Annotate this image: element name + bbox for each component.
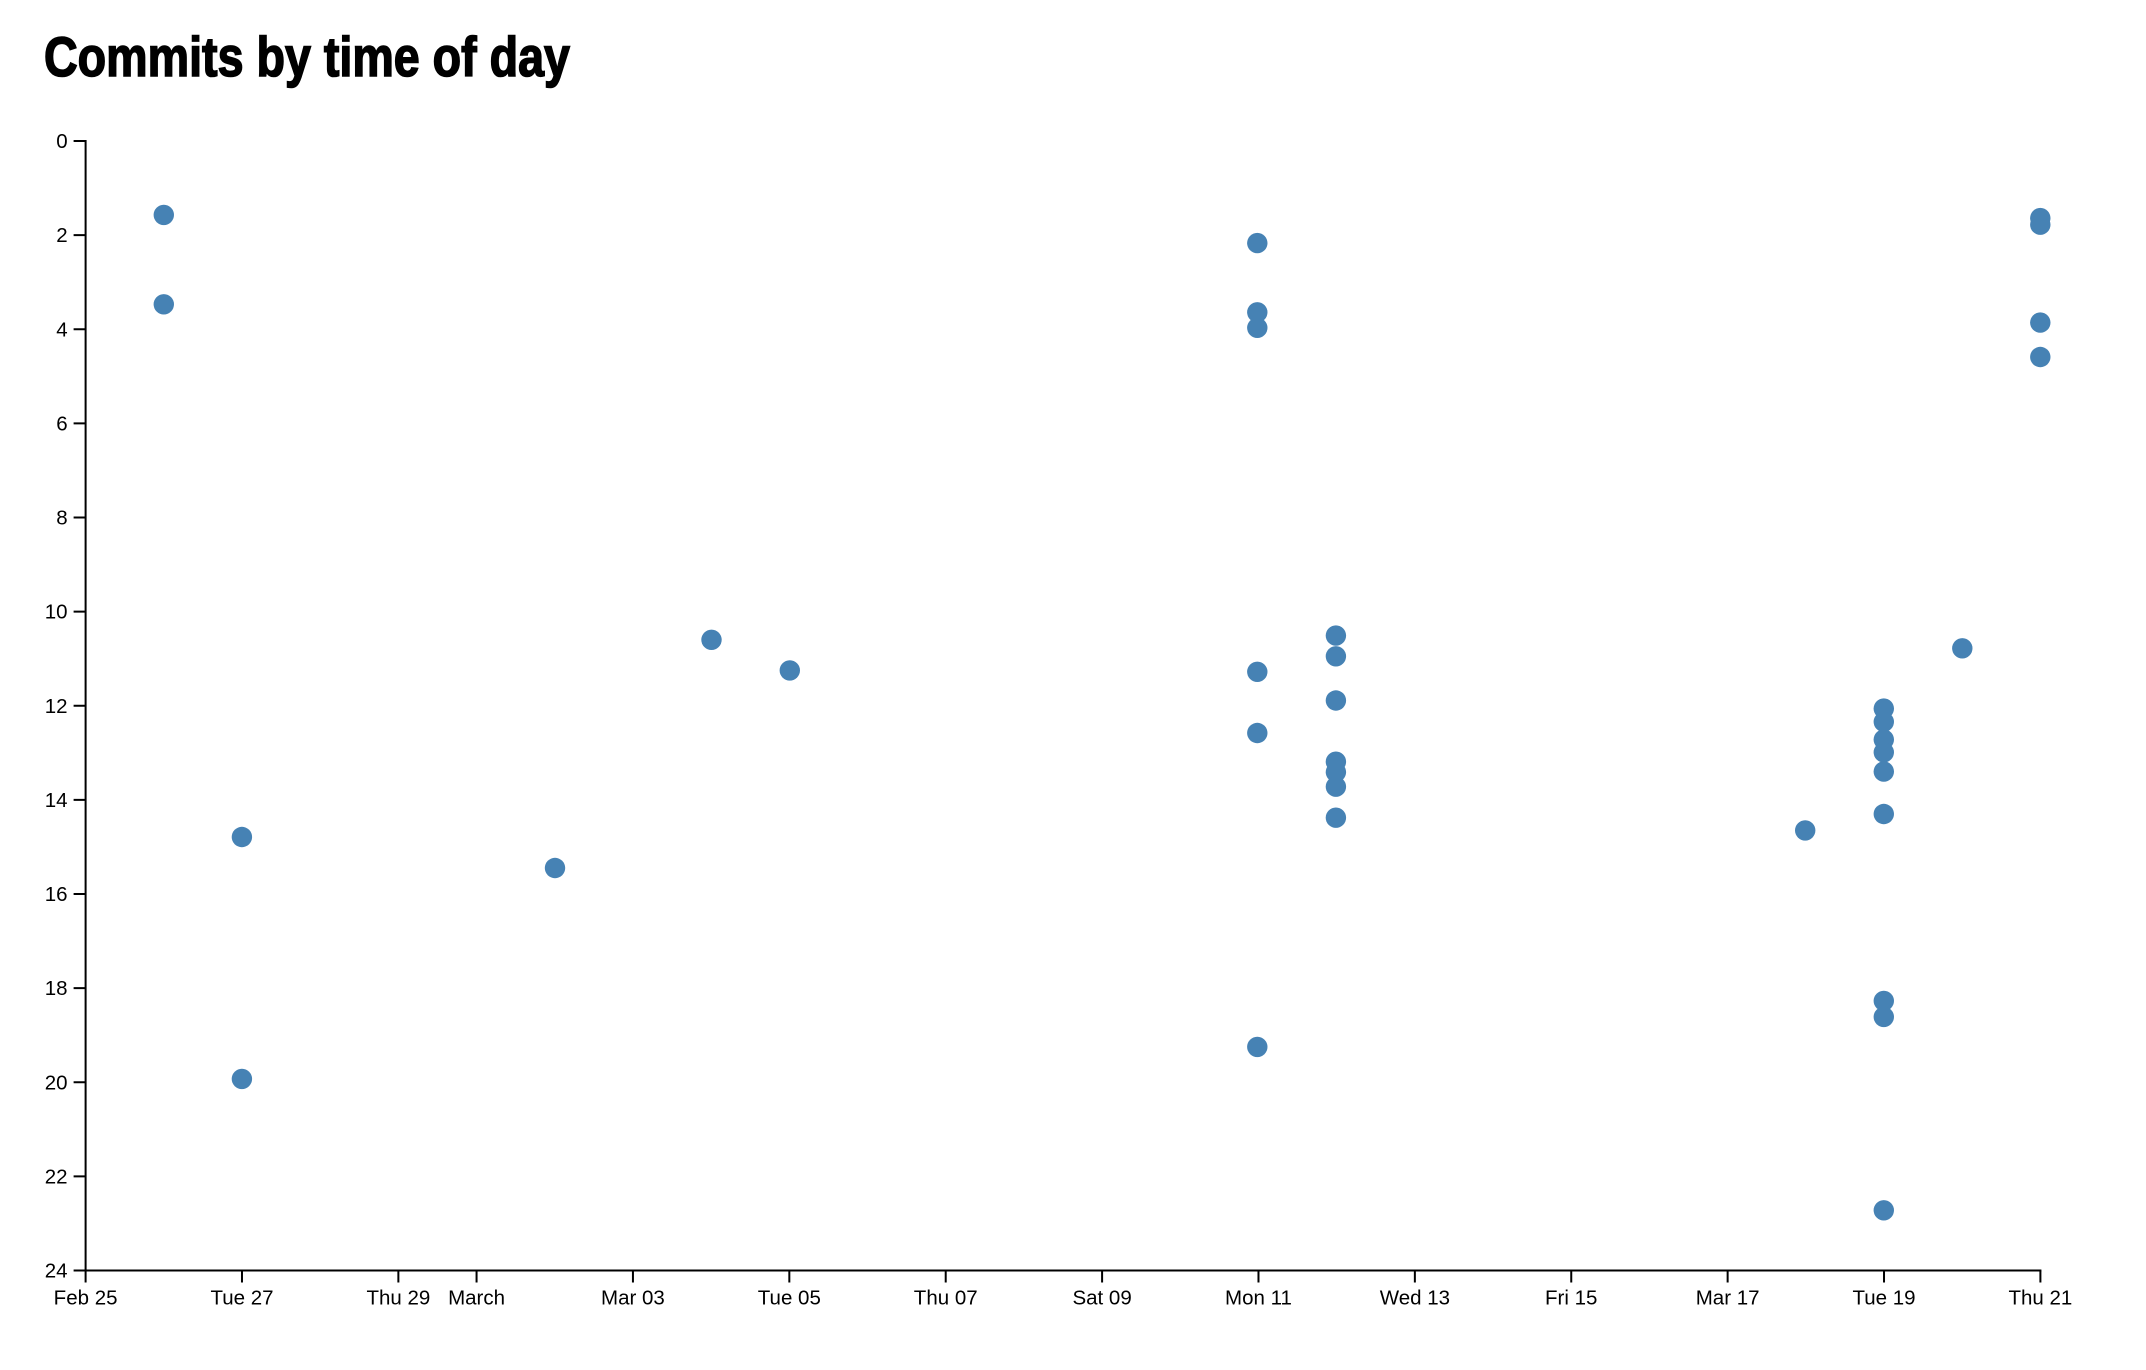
svg-text:0: 0 (56, 130, 67, 153)
svg-text:Tue 27: Tue 27 (210, 1287, 273, 1310)
svg-text:Commits by time of day: Commits by time of day (44, 25, 570, 88)
svg-text:Mar 03: Mar 03 (601, 1287, 665, 1310)
svg-text:Mar 17: Mar 17 (1696, 1287, 1760, 1310)
svg-text:Thu 29: Thu 29 (366, 1287, 430, 1310)
svg-text:Feb 25: Feb 25 (54, 1287, 118, 1310)
svg-text:Tue 19: Tue 19 (1852, 1287, 1915, 1310)
svg-text:2: 2 (56, 224, 67, 247)
svg-text:Wed 13: Wed 13 (1380, 1287, 1450, 1310)
svg-text:16: 16 (45, 883, 68, 906)
svg-text:6: 6 (56, 412, 67, 435)
svg-text:10: 10 (45, 601, 68, 624)
svg-text:March: March (448, 1287, 505, 1310)
svg-text:Thu 07: Thu 07 (914, 1287, 978, 1310)
svg-text:Mon 11: Mon 11 (1225, 1287, 1292, 1310)
svg-text:Tue 05: Tue 05 (758, 1287, 821, 1310)
svg-text:Thu 21: Thu 21 (2008, 1287, 2072, 1310)
svg-text:Sat 09: Sat 09 (1072, 1287, 1131, 1310)
svg-text:4: 4 (56, 318, 67, 341)
svg-text:24: 24 (45, 1260, 68, 1283)
svg-text:20: 20 (45, 1071, 68, 1094)
svg-text:18: 18 (45, 977, 68, 1000)
svg-text:22: 22 (45, 1165, 68, 1188)
svg-text:8: 8 (56, 507, 67, 530)
svg-text:12: 12 (45, 695, 68, 718)
svg-text:Fri 15: Fri 15 (1545, 1287, 1597, 1310)
svg-text:14: 14 (45, 789, 68, 812)
